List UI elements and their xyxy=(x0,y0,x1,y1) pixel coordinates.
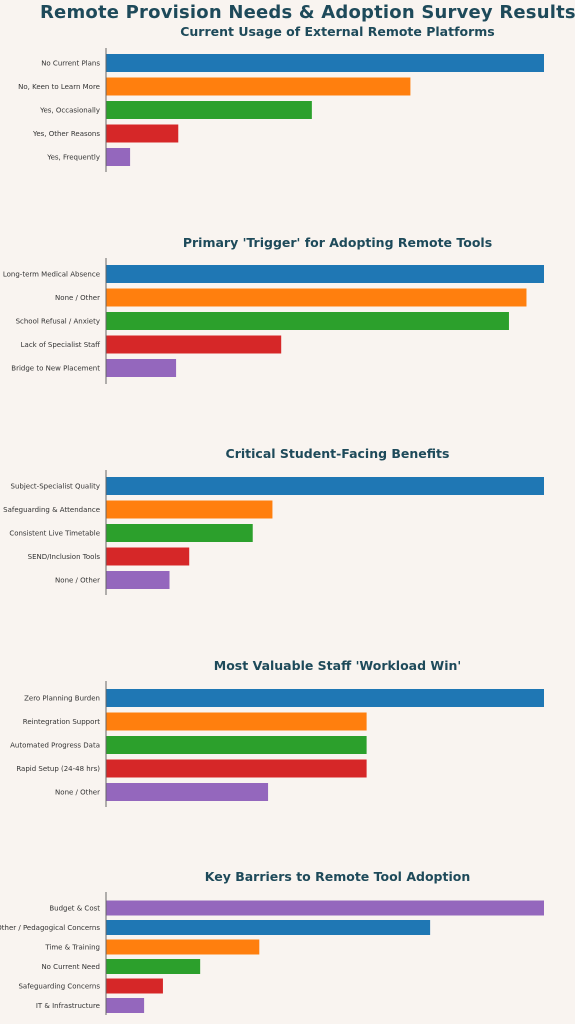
category-label: Other / Pedagogical Concerns xyxy=(0,924,100,932)
category-label: Consistent Live Timetable xyxy=(9,530,100,538)
bar xyxy=(106,900,544,916)
bar xyxy=(106,547,190,566)
bar xyxy=(106,959,201,974)
chart-title-workload: Most Valuable Staff 'Workload Win' xyxy=(213,658,462,673)
category-label: Rapid Setup (24-48 hrs) xyxy=(16,765,100,773)
bar xyxy=(106,359,177,377)
bar xyxy=(106,920,431,935)
bar xyxy=(106,124,179,143)
bar xyxy=(106,148,131,166)
category-label: Yes, Other Reasons xyxy=(32,130,100,138)
bar xyxy=(106,77,411,96)
bar xyxy=(106,477,544,495)
category-label: Yes, Occasionally xyxy=(39,107,100,115)
category-label: Budget & Cost xyxy=(49,905,100,913)
bar xyxy=(106,101,312,119)
bar xyxy=(106,524,253,542)
category-label: Reintegration Support xyxy=(23,718,100,726)
chart-workload: Zero Planning Burden Reintegration Suppor… xyxy=(10,681,544,807)
bar xyxy=(106,312,509,330)
chart-usage: No Current Plans No, Keen to Learn More Ye… xyxy=(18,48,544,172)
category-label: No Current Plans xyxy=(41,60,100,68)
category-label: Lack of Specialist Staff xyxy=(21,341,101,349)
chart-title-barriers: Key Barriers to Remote Tool Adoption xyxy=(204,869,471,884)
bar xyxy=(106,335,282,354)
category-label: Safeguarding & Attendance xyxy=(3,506,100,514)
category-label: None / Other xyxy=(55,294,100,302)
bar xyxy=(106,736,367,754)
category-label: School Refusal / Anxiety xyxy=(16,318,100,326)
bar xyxy=(106,759,367,778)
category-label: None / Other xyxy=(55,789,100,797)
category-label: Yes, Frequently xyxy=(46,154,100,162)
category-label: Zero Planning Burden xyxy=(24,695,100,703)
category-label: SEND/Inclusion Tools xyxy=(28,553,101,561)
bar xyxy=(106,500,273,519)
bar xyxy=(106,54,544,72)
bar xyxy=(106,783,269,801)
category-label: No, Keen to Learn More xyxy=(18,83,100,91)
bar xyxy=(106,288,527,307)
category-label: No Current Need xyxy=(41,963,100,971)
bar xyxy=(106,689,544,707)
category-label: None / Other xyxy=(55,577,100,585)
bar xyxy=(106,939,260,955)
chart-title-benefits: Critical Student-Facing Benefits xyxy=(225,446,450,461)
category-label: Automated Progress Data xyxy=(10,742,100,750)
category-label: Subject-Specialist Quality xyxy=(11,483,101,491)
bar xyxy=(106,978,163,994)
bar xyxy=(106,571,170,589)
category-label: Long-term Medical Absence xyxy=(3,271,100,279)
bar xyxy=(106,712,367,731)
chart-benefits: Subject-Specialist Quality Safeguarding &… xyxy=(3,470,544,595)
chart-title-usage: Current Usage of External Remote Platfor… xyxy=(180,24,495,39)
category-label: Safeguarding Concerns xyxy=(18,983,100,991)
category-label: Bridge to New Placement xyxy=(11,365,100,373)
bar xyxy=(106,998,145,1013)
page-title: Remote Provision Needs & Adoption Survey… xyxy=(40,2,575,23)
chart-trigger: Long-term Medical Absence None / Other Sch… xyxy=(3,258,544,384)
bar xyxy=(106,265,544,283)
category-label: Time & Training xyxy=(44,944,100,952)
chart-title-trigger: Primary 'Trigger' for Adopting Remote To… xyxy=(182,235,493,250)
category-label: IT & Infrastructure xyxy=(36,1002,100,1010)
